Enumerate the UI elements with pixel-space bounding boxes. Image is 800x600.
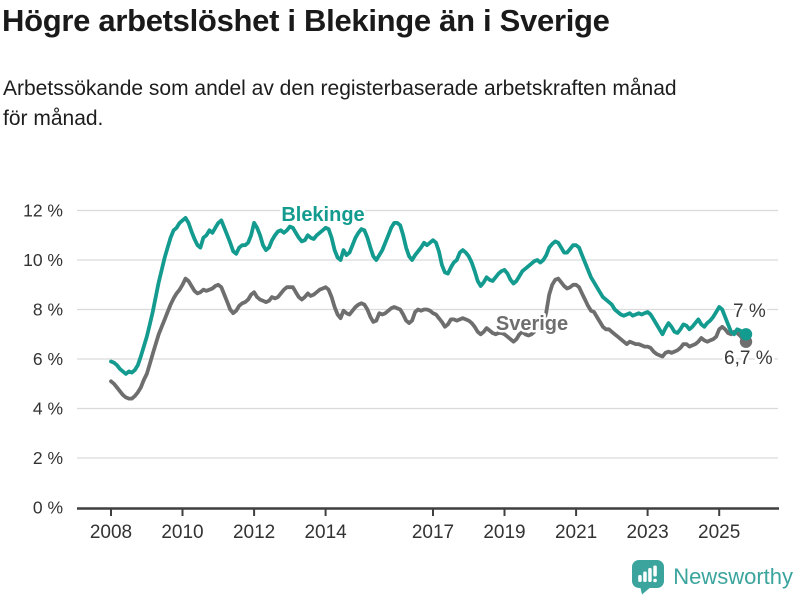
- series-label-sverige: Sverige: [496, 313, 568, 335]
- chart-subtitle-line-2: för månad.: [3, 107, 104, 130]
- brand-footer: Newsworthy: [631, 559, 793, 595]
- series-annotations: Blekinge 7 % Sverige 6,7 %: [279, 202, 775, 372]
- x-tick-label: 2010: [161, 522, 203, 543]
- y-axis-labels: 0 % 2 % 4 % 6 % 8 % 10 % 12 %: [23, 201, 63, 518]
- x-tick-label: 2023: [626, 522, 668, 543]
- chart-subtitle: Arbetssökande som andel av den registerb…: [3, 74, 793, 134]
- x-tick-label: 2014: [304, 522, 347, 543]
- series-label-blekinge: Blekinge: [281, 204, 364, 226]
- y-tick-label: 8 %: [33, 300, 63, 320]
- newsworthy-logo-icon: [632, 560, 665, 595]
- x-tick-label: 2017: [412, 522, 454, 543]
- chart-subtitle-line-1: Arbetssökande som andel av den registerb…: [3, 77, 677, 100]
- gridlines: [77, 209, 778, 459]
- x-tick-label: 2008: [90, 522, 132, 543]
- y-tick-label: 4 %: [33, 399, 63, 419]
- y-tick-label: 12 %: [23, 201, 63, 221]
- series-line-blekinge: [109, 215, 748, 376]
- y-tick-label: 6 %: [33, 349, 63, 369]
- x-tick-label: 2012: [233, 522, 275, 543]
- y-tick-label: 0 %: [33, 498, 63, 518]
- x-tick-label: 2021: [555, 522, 597, 543]
- end-dot-blekinge: [739, 328, 753, 341]
- end-value-label-blekinge: 7 %: [733, 301, 766, 322]
- chart-title: Högre arbetslöshet i Blekinge än i Sveri…: [2, 3, 610, 38]
- x-tick-label: 2025: [698, 522, 740, 543]
- x-axis-labels: 2008 2010 2012 2014 2017 2019 2021 2023 2025: [90, 522, 740, 543]
- end-value-label-sverige: 6,7 %: [724, 348, 773, 369]
- x-tick-label: 2019: [483, 522, 525, 543]
- series-line-sverige: [109, 276, 748, 401]
- brand-name: Newsworthy: [673, 564, 793, 589]
- x-axis: [77, 507, 779, 516]
- y-tick-label: 10 %: [23, 250, 63, 270]
- series-lines: [109, 215, 748, 401]
- y-tick-label: 2 %: [33, 448, 63, 468]
